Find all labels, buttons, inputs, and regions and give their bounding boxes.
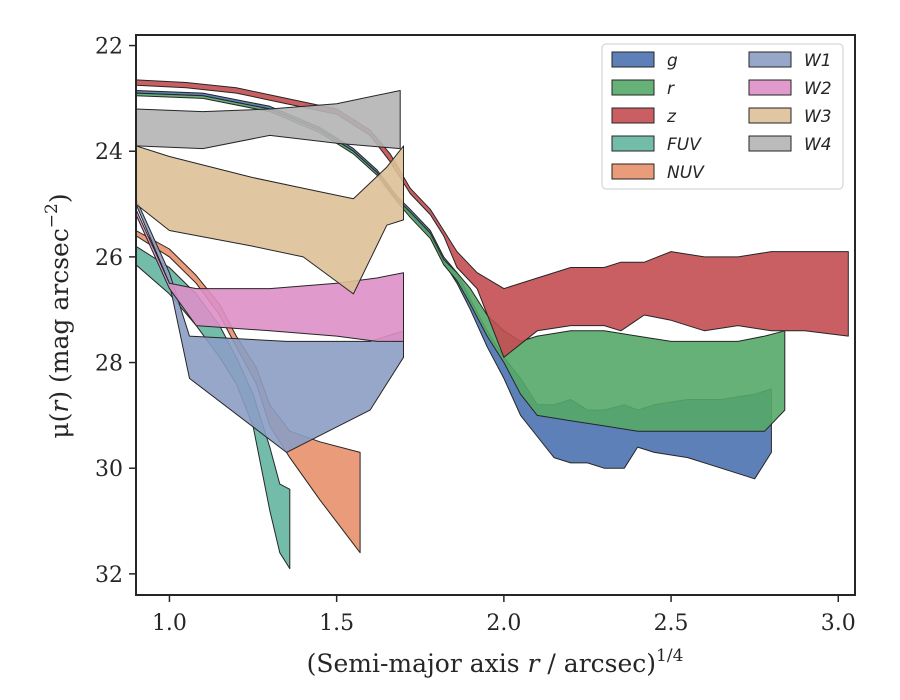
legend-swatch-w3 [748,107,792,124]
y-tick-label: 30 [95,457,123,482]
legend-swatch-w1 [748,51,792,68]
x-axis-label-rest: / arcsec) [539,649,656,678]
y-tick-label: 28 [95,352,123,377]
band-w2 [136,208,404,342]
x-axis-label-open: (Semi-major axis [307,649,528,678]
legend-label-nuv: NUV [667,163,705,183]
plot-frame [135,34,856,596]
y-axis-label-mid: ) (mag arcsec [45,228,74,401]
legend-label-w4: W4 [804,135,832,155]
legend-swatch-z [611,107,655,124]
band-r [136,92,786,432]
legend-swatch-fuv [611,135,655,152]
legend-swatch-w4 [748,135,792,152]
legend-swatch-g [611,51,655,68]
legend-label-r: r [667,79,675,99]
legend-label-w2: W2 [804,79,832,99]
band-w3 [136,145,404,295]
y-tick-label: 26 [95,246,123,271]
y-axis-label: μ(r) (mag arcsec−2) [42,193,74,438]
y-axis-label-mu: μ( [45,413,74,439]
legend-label-w3: W3 [804,107,832,127]
profile-bands [136,79,849,570]
x-axis-label-sup: 1/4 [656,646,683,666]
y-tick-label: 32 [95,563,123,588]
legend-label-fuv: FUV [667,135,702,155]
y-axis-label-var: r [45,399,74,413]
legend: grz FUV NUV W1 W2 W3 W4 [601,43,844,190]
x-axis-ticks: 1.0 1.5 2.0 2.5 3.0 [152,595,856,636]
x-tick-label: 2.5 [654,611,689,636]
x-tick-label: 1.0 [152,611,187,636]
x-tick-label: 3.0 [821,611,856,636]
band-w4 [136,90,401,150]
y-axis-label-close: ) [45,193,74,203]
legend-label-w1: W1 [804,51,832,71]
y-axis-label-sup: −2 [42,203,62,228]
x-tick-label: 2.0 [486,611,521,636]
x-axis-label: (Semi-major axis r / arcsec)1/4 [307,646,684,678]
y-tick-label: 22 [95,35,123,60]
band-z [136,79,849,358]
x-axis-label-var: r [528,649,542,678]
legend-swatch-r [611,79,655,96]
legend-label-g: g [667,51,678,71]
y-axis-ticks: 22 24 26 28 30 32 [95,35,136,588]
y-tick-label: 24 [95,140,123,165]
x-tick-label: 1.5 [319,611,354,636]
legend-swatch-nuv [611,163,655,180]
legend-swatch-w2 [748,79,792,96]
legend-label-z: z [666,107,677,127]
